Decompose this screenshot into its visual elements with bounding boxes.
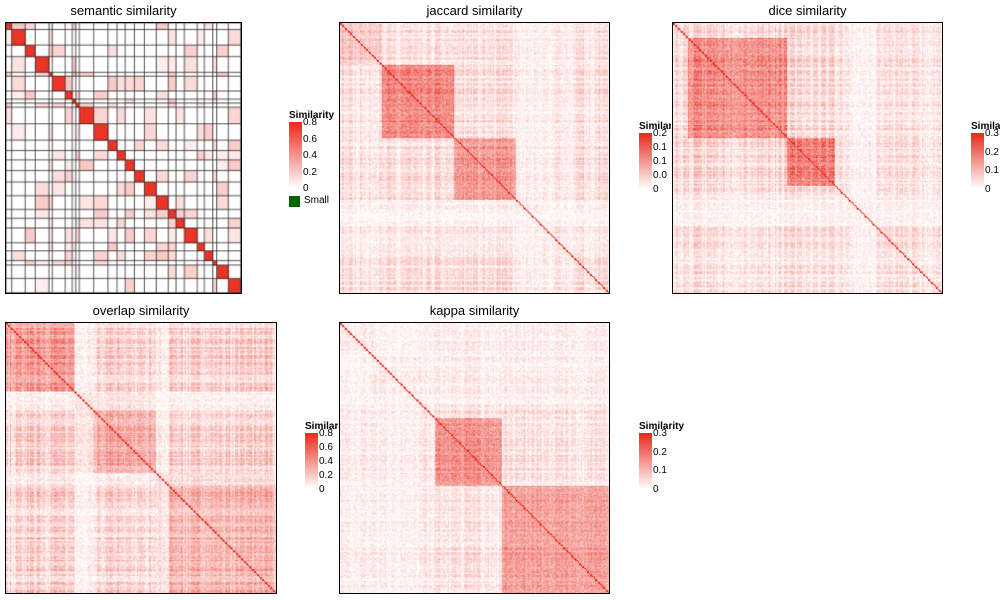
legend-tick-label: 0.6: [303, 133, 317, 145]
legend-tick-label: 0: [319, 484, 325, 495]
semantic-heatmap-canvas: [6, 23, 241, 293]
legend-colorbar: [305, 433, 318, 489]
legend-colorbar: [289, 122, 302, 188]
semantic-heatmap: [5, 22, 242, 294]
legend-tick-label: 0.6: [319, 442, 333, 453]
legend-tick-label: 0.2: [985, 146, 999, 158]
overlap-heatmap-canvas: [6, 323, 276, 593]
legend-tick-label: 0: [653, 484, 659, 495]
overlap-title: overlap similarity: [92, 303, 190, 318]
legend-title: Similarity: [971, 121, 1000, 132]
jaccard-title: jaccard similarity: [426, 3, 523, 18]
legend-tick-label: 0.3: [985, 128, 999, 139]
legend-tick-label: 0.8: [319, 428, 333, 439]
legend-tick-label: 0.2: [319, 470, 333, 481]
dice-title: dice similarity: [768, 3, 847, 18]
legend-tick-label: 0.4: [303, 150, 317, 161]
small-label: Small: [304, 195, 330, 206]
legend-tick-label: 0.3: [653, 428, 667, 439]
legend-title: Similarity: [639, 421, 685, 432]
legend-tick-label: 0.2: [653, 446, 667, 458]
legend-title: Similarity: [639, 121, 671, 132]
legend-tick-label: 0.1: [985, 165, 999, 177]
legend-tick-label: 0.1: [653, 142, 667, 153]
semantic-legend: Similarity 0.8 0.6 0.4 0.2 0 Small: [289, 110, 334, 210]
jaccard-heatmap: [339, 22, 610, 294]
legend-tick-label: 0.1: [653, 465, 667, 477]
legend-tick-label: 0.4: [319, 456, 333, 467]
overlap-heatmap: [5, 322, 277, 594]
legend-tick-label: 0.0: [653, 170, 667, 181]
legend-tick-label: 0.8: [303, 117, 317, 128]
semantic-title: semantic similarity: [70, 3, 177, 18]
kappa-legend: Similarity 0.3 0.2 0.1 0: [639, 421, 699, 501]
jaccard-heatmap-canvas: [340, 23, 609, 293]
overlap-legend: Similarity 0.8 0.6 0.4 0.2 0: [305, 421, 338, 501]
kappa-heatmap-canvas: [340, 323, 609, 593]
legend-title: Similarity: [289, 110, 334, 121]
legend-tick-label: 0: [985, 184, 991, 195]
legend-colorbar: [639, 133, 652, 189]
kappa-heatmap: [339, 322, 610, 594]
legend-tick-label: 0.2: [303, 166, 317, 178]
legend-tick-label: 0.2: [653, 128, 667, 139]
legend-colorbar: [639, 433, 652, 489]
legend-tick-label: 0: [303, 183, 309, 194]
jaccard-legend: Similarity 0.2 0.1 0.1 0.0 0: [639, 121, 671, 201]
legend-tick-label: 0: [653, 184, 659, 195]
legend-tick-label: 0.1: [653, 156, 667, 167]
dice-legend: Similarity 0.3 0.2 0.1 0: [971, 121, 1000, 201]
dice-heatmap-canvas: [673, 23, 942, 293]
dice-heatmap: [672, 22, 943, 294]
small-swatch: [289, 196, 300, 207]
kappa-title: kappa similarity: [429, 303, 520, 318]
legend-colorbar: [971, 133, 984, 189]
legend-title: Similarity: [305, 421, 338, 432]
